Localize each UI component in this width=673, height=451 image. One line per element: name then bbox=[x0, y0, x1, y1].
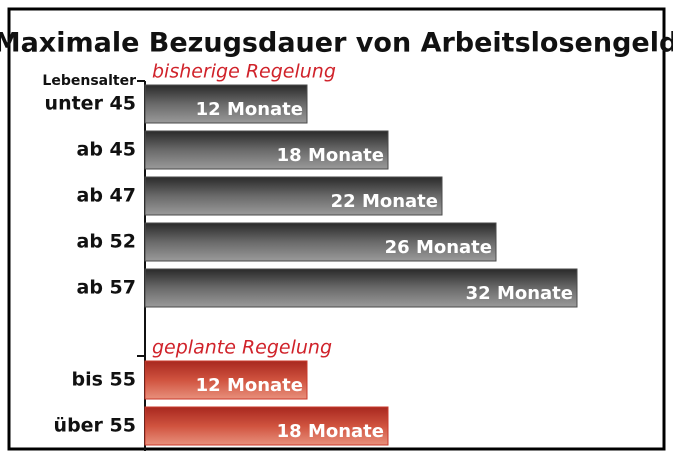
data-label: 18 Monate bbox=[277, 145, 384, 166]
y-axis-label: Lebensalter bbox=[42, 73, 136, 89]
y-tick-label: ab 45 bbox=[77, 139, 136, 161]
bar bbox=[144, 268, 578, 308]
data-label: 18 Monate bbox=[277, 421, 384, 442]
bar bbox=[144, 176, 443, 216]
data-label: 32 Monate bbox=[466, 283, 573, 304]
bar bbox=[144, 406, 389, 446]
data-label: 12 Monate bbox=[196, 375, 303, 396]
bar bbox=[144, 360, 308, 400]
data-label: 22 Monate bbox=[331, 191, 438, 212]
y-tick-label: ab 47 bbox=[77, 185, 136, 207]
chart-title: Maximale Bezugsdauer von Arbeitslosengel… bbox=[0, 28, 673, 59]
data-label: 26 Monate bbox=[385, 237, 492, 258]
bar bbox=[144, 222, 497, 262]
data-label: 12 Monate bbox=[196, 99, 303, 120]
y-tick-label: ab 52 bbox=[77, 231, 136, 253]
bar bbox=[144, 84, 308, 124]
legend-label: geplante Regelung bbox=[152, 337, 332, 359]
y-tick-label: unter 45 bbox=[45, 93, 136, 115]
y-tick-label: bis 55 bbox=[72, 369, 136, 391]
legend-label: bisherige Regelung bbox=[152, 61, 336, 83]
y-tick-label: ab 57 bbox=[77, 277, 136, 299]
bar bbox=[144, 130, 389, 170]
y-tick-label: über 55 bbox=[54, 415, 136, 437]
